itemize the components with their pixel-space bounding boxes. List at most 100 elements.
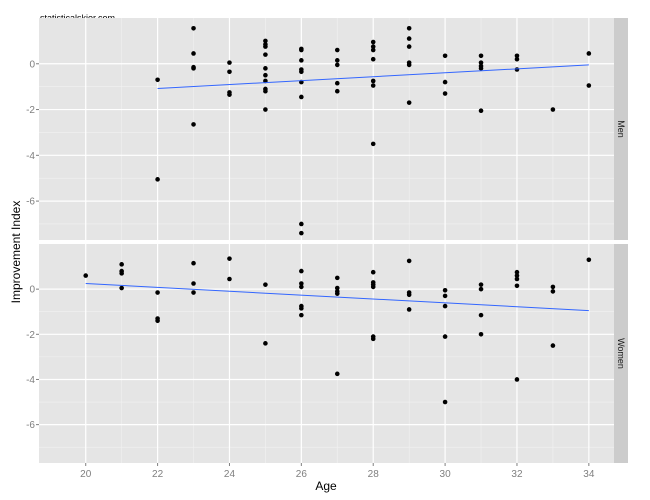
data-point [370, 78, 376, 84]
data-point [370, 284, 376, 290]
x-tick-label: 22 [152, 469, 164, 480]
data-point [334, 62, 340, 68]
data-point [155, 290, 160, 295]
data-point [299, 306, 304, 311]
y-tick-label: -6 [26, 197, 35, 208]
data-point [263, 88, 268, 94]
data-point [263, 44, 268, 49]
data-point [227, 256, 232, 261]
data-point [299, 268, 304, 274]
data-point [586, 83, 592, 88]
data-point [299, 230, 304, 236]
facet-strip [614, 244, 628, 463]
data-point [406, 44, 412, 49]
data-point [334, 291, 340, 296]
data-point [370, 269, 376, 275]
data-point [119, 285, 124, 291]
data-point [299, 312, 304, 318]
data-point [514, 67, 520, 72]
data-point [299, 281, 304, 286]
y-tick-label: -4 [26, 151, 35, 162]
data-point [478, 108, 484, 113]
y-tick-label: -4 [26, 375, 35, 386]
data-point [191, 51, 196, 56]
data-point [299, 69, 304, 75]
data-point [370, 44, 376, 49]
data-point [334, 285, 340, 291]
data-point [191, 260, 196, 266]
data-point [334, 47, 340, 53]
data-point [299, 94, 304, 100]
facet-strip-label: Men [616, 120, 626, 138]
data-point [550, 289, 556, 294]
panel-background [39, 18, 614, 240]
data-point [442, 293, 448, 299]
y-tick-label: 0 [29, 285, 35, 296]
facet-panel-men: 0 -2 -4 -6 Men [26, 18, 628, 240]
trend-line [157, 64, 589, 89]
data-point [334, 275, 340, 281]
data-point [514, 283, 520, 289]
data-point [478, 286, 484, 292]
data-point [155, 77, 160, 83]
data-point [191, 281, 196, 286]
data-point [514, 377, 520, 382]
panel-background [39, 244, 614, 463]
data-point [299, 47, 304, 53]
data-point [514, 269, 520, 275]
data-point [263, 107, 268, 112]
data-point [191, 66, 196, 71]
data-point [478, 312, 484, 318]
data-point [191, 25, 196, 31]
data-point [263, 38, 268, 44]
data-point [227, 60, 232, 65]
data-point [191, 122, 196, 127]
x-axis-title: Age [315, 479, 337, 493]
data-point [442, 334, 448, 339]
data-point [514, 273, 520, 278]
data-point [119, 262, 124, 267]
data-point [370, 39, 376, 45]
data-point [478, 53, 484, 59]
facet-panel-women: 0 -2 -4 -6 Women [26, 244, 628, 463]
data-point [442, 399, 448, 405]
data-point [586, 51, 592, 56]
y-tick-label: -2 [26, 330, 35, 341]
data-point [370, 56, 376, 62]
facet-strip [614, 18, 628, 240]
data-point [334, 88, 340, 94]
data-point [478, 66, 484, 71]
data-point [263, 52, 268, 57]
data-point [478, 60, 484, 65]
data-point [299, 284, 304, 290]
data-point [263, 282, 268, 287]
data-point [370, 141, 376, 147]
data-point [370, 47, 376, 53]
data-point [263, 341, 268, 346]
data-point [334, 371, 340, 377]
data-point [83, 273, 89, 278]
data-point [227, 92, 232, 97]
data-point [550, 284, 556, 290]
y-tick-label: 0 [29, 59, 35, 70]
data-point [442, 53, 448, 59]
data-point [155, 318, 160, 324]
data-point [370, 83, 376, 88]
data-point [550, 107, 556, 112]
data-point [586, 257, 592, 263]
y-tick-label: -6 [26, 420, 35, 431]
data-point [299, 221, 304, 227]
facet-strip-label: Women [616, 338, 626, 369]
x-axis: 20 22 24 26 28 30 32 34 [80, 463, 595, 480]
data-point [514, 56, 520, 62]
x-tick-label: 26 [296, 469, 308, 480]
data-point [442, 91, 448, 96]
trend-line [85, 283, 589, 312]
data-point [406, 36, 412, 41]
data-point [442, 287, 448, 293]
data-point [406, 292, 412, 298]
data-point [514, 53, 520, 59]
data-point [406, 307, 412, 312]
data-point [406, 100, 412, 105]
